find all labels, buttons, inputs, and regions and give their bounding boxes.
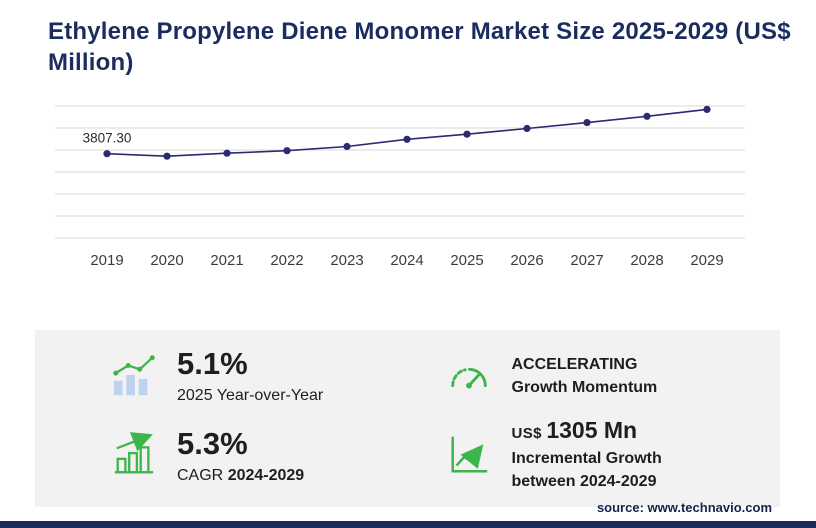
stats-panel: 5.1% 2025 Year-over-Year ACCELERATING Gr…: [35, 330, 780, 507]
page-title: Ethylene Propylene Diene Monomer Market …: [48, 18, 791, 76]
momentum-line2: Growth Momentum: [511, 378, 658, 396]
svg-text:2024: 2024: [390, 252, 423, 269]
incremental-amount: 1305 Mn: [546, 417, 638, 443]
svg-text:2025: 2025: [450, 252, 483, 269]
source-attribution: source: www.technavio.com: [596, 500, 772, 515]
svg-text:3807.30: 3807.30: [83, 131, 132, 146]
momentum-line1: ACCELERATING: [511, 355, 638, 373]
svg-text:2020: 2020: [150, 252, 183, 269]
stat-yoy-text: 5.1% 2025 Year-over-Year: [177, 346, 323, 405]
market-size-chart: 2019 2020 2021 2022 2023 2024 2025 2026 2027 2028…: [55, 96, 745, 276]
yoy-label: 2025 Year-over-Year: [177, 387, 324, 404]
incremental-line2: between 2024-2029: [511, 473, 657, 490]
incremental-line1: Incremental Growth: [511, 450, 662, 467]
stat-cagr-text: 5.3% CAGR 2024-2029: [177, 426, 304, 485]
cagr-value: 5.3%: [177, 425, 248, 461]
cagr-prefix: CAGR: [177, 466, 224, 484]
stat-growth-momentum: ACCELERATING Growth Momentum: [446, 346, 773, 405]
line-chart-svg: 2019 2020 2021 2022 2023 2024 2025 2026 2027 2028…: [55, 105, 745, 269]
stat-cagr: 5.3% CAGR 2024-2029: [111, 417, 438, 493]
cagr-range: 2024-2029: [227, 466, 305, 484]
cagr-label: CAGR 2024-2029: [177, 467, 304, 485]
chart-up-arrow-icon: [450, 436, 487, 473]
svg-text:2026: 2026: [510, 252, 543, 269]
svg-text:2021: 2021: [210, 252, 243, 269]
growth-bars-arrow-icon: [114, 432, 154, 474]
svg-text:2023: 2023: [330, 252, 363, 269]
svg-text:2019: 2019: [90, 252, 123, 269]
footer-bar: [0, 521, 816, 528]
bar-chart-trend-icon: [113, 354, 155, 395]
stat-yoy-growth: 5.1% 2025 Year-over-Year: [111, 346, 438, 405]
stat-momentum-text: ACCELERATING Growth Momentum: [512, 353, 658, 399]
svg-text:2028: 2028: [630, 252, 663, 269]
currency-label: US$: [511, 425, 542, 442]
svg-text:2029: 2029: [690, 252, 723, 269]
stat-incremental-growth: US$ 1305 Mn Incremental Growth between 2…: [446, 417, 773, 493]
stat-incremental-text: US$ 1305 Mn Incremental Growth between 2…: [512, 417, 662, 493]
speedometer-icon: [450, 367, 487, 388]
svg-text:2027: 2027: [570, 252, 603, 269]
incremental-value: US$ 1305 Mn: [512, 417, 662, 444]
svg-text:2022: 2022: [270, 252, 303, 269]
yoy-value: 5.1%: [177, 346, 248, 381]
